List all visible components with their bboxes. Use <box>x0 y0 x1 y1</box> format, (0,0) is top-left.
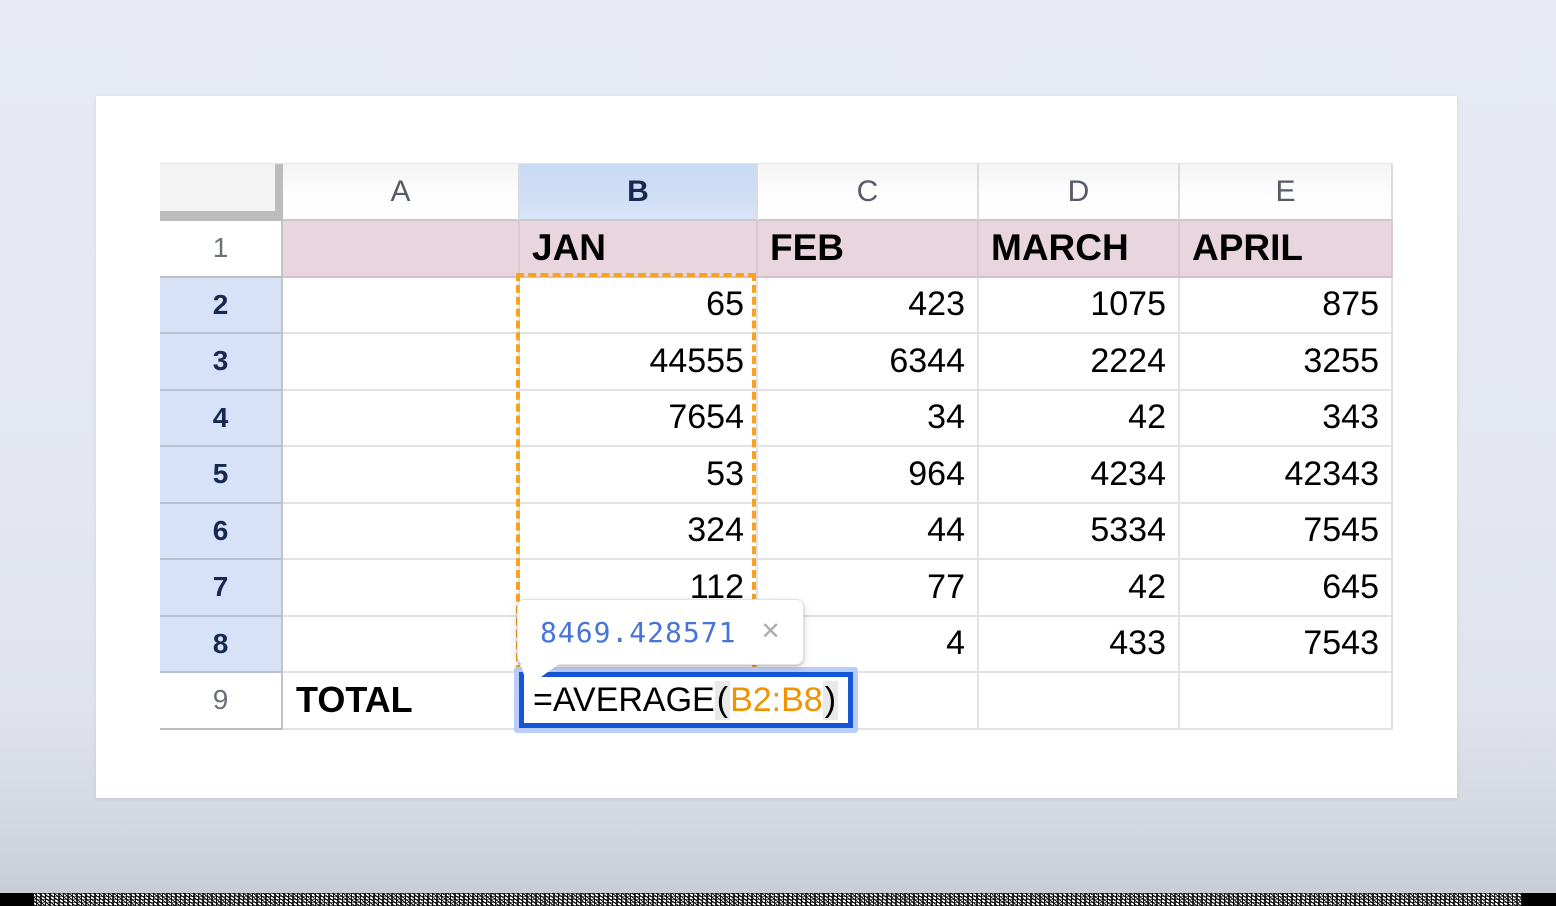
cell-editor-halo: =AVERAGE(B2:B8) <box>514 667 858 733</box>
cell-C4[interactable]: 34 <box>758 391 979 448</box>
column-header-A[interactable]: A <box>283 164 520 221</box>
cell-E8[interactable]: 7543 <box>1180 617 1393 674</box>
screenshot-stage: ABCDE1JANFEBMARCHAPRIL265423107587534455… <box>0 0 1556 906</box>
cell-C5[interactable]: 964 <box>758 447 979 504</box>
cell-D9[interactable] <box>979 673 1180 730</box>
cell-D8[interactable]: 433 <box>979 617 1180 674</box>
cell-D2[interactable]: 1075 <box>979 278 1180 335</box>
column-header-B[interactable]: B <box>520 164 758 221</box>
cell-D4[interactable]: 42 <box>979 391 1180 448</box>
row-header-8[interactable]: 8 <box>160 617 283 674</box>
cell-A1[interactable] <box>283 221 520 278</box>
formula-open-paren: ( <box>715 681 730 720</box>
formula-close-paren: ) <box>823 681 838 720</box>
cell-E7[interactable]: 645 <box>1180 560 1393 617</box>
cell-C2[interactable]: 423 <box>758 278 979 335</box>
cell-D7[interactable]: 42 <box>979 560 1180 617</box>
cell-A7[interactable] <box>283 560 520 617</box>
formula-result-value: 8469.428571 <box>540 616 736 649</box>
cell-A6[interactable] <box>283 504 520 561</box>
bottom-noise-band <box>0 893 1556 906</box>
cell-B1[interactable]: JAN <box>520 221 758 278</box>
cell-E3[interactable]: 3255 <box>1180 334 1393 391</box>
row-header-3[interactable]: 3 <box>160 334 283 391</box>
tooltip-close-icon[interactable]: ✕ <box>760 620 780 644</box>
column-header-D[interactable]: D <box>979 164 1180 221</box>
formula-input[interactable]: =AVERAGE(B2:B8) <box>519 672 853 728</box>
column-header-C[interactable]: C <box>758 164 979 221</box>
cell-A9[interactable]: TOTAL <box>283 673 520 730</box>
cell-D5[interactable]: 4234 <box>979 447 1180 504</box>
row-header-1[interactable]: 1 <box>160 221 283 278</box>
select-all-corner[interactable] <box>160 164 283 221</box>
cell-C6[interactable]: 44 <box>758 504 979 561</box>
cell-E5[interactable]: 42343 <box>1180 447 1393 504</box>
row-header-6[interactable]: 6 <box>160 504 283 561</box>
row-header-4[interactable]: 4 <box>160 391 283 448</box>
row-header-5[interactable]: 5 <box>160 447 283 504</box>
cell-E1[interactable]: APRIL <box>1180 221 1393 278</box>
cell-A3[interactable] <box>283 334 520 391</box>
cell-C3[interactable]: 6344 <box>758 334 979 391</box>
cell-E9[interactable] <box>1180 673 1393 730</box>
formula-range-text: B2:B8 <box>730 681 823 720</box>
cell-A5[interactable] <box>283 447 520 504</box>
cell-A4[interactable] <box>283 391 520 448</box>
formula-function-text: =AVERAGE <box>533 681 715 720</box>
cell-A8[interactable] <box>283 617 520 674</box>
cell-E4[interactable]: 343 <box>1180 391 1393 448</box>
cell-D3[interactable]: 2224 <box>979 334 1180 391</box>
column-header-E[interactable]: E <box>1180 164 1393 221</box>
row-header-9[interactable]: 9 <box>160 673 283 730</box>
cell-D1[interactable]: MARCH <box>979 221 1180 278</box>
row-header-7[interactable]: 7 <box>160 560 283 617</box>
cell-D6[interactable]: 5334 <box>979 504 1180 561</box>
cell-E2[interactable]: 875 <box>1180 278 1393 335</box>
row-header-2[interactable]: 2 <box>160 278 283 335</box>
cell-E6[interactable]: 7545 <box>1180 504 1393 561</box>
cell-C1[interactable]: FEB <box>758 221 979 278</box>
cell-A2[interactable] <box>283 278 520 335</box>
formula-result-tooltip: 8469.428571 ✕ <box>517 599 804 665</box>
